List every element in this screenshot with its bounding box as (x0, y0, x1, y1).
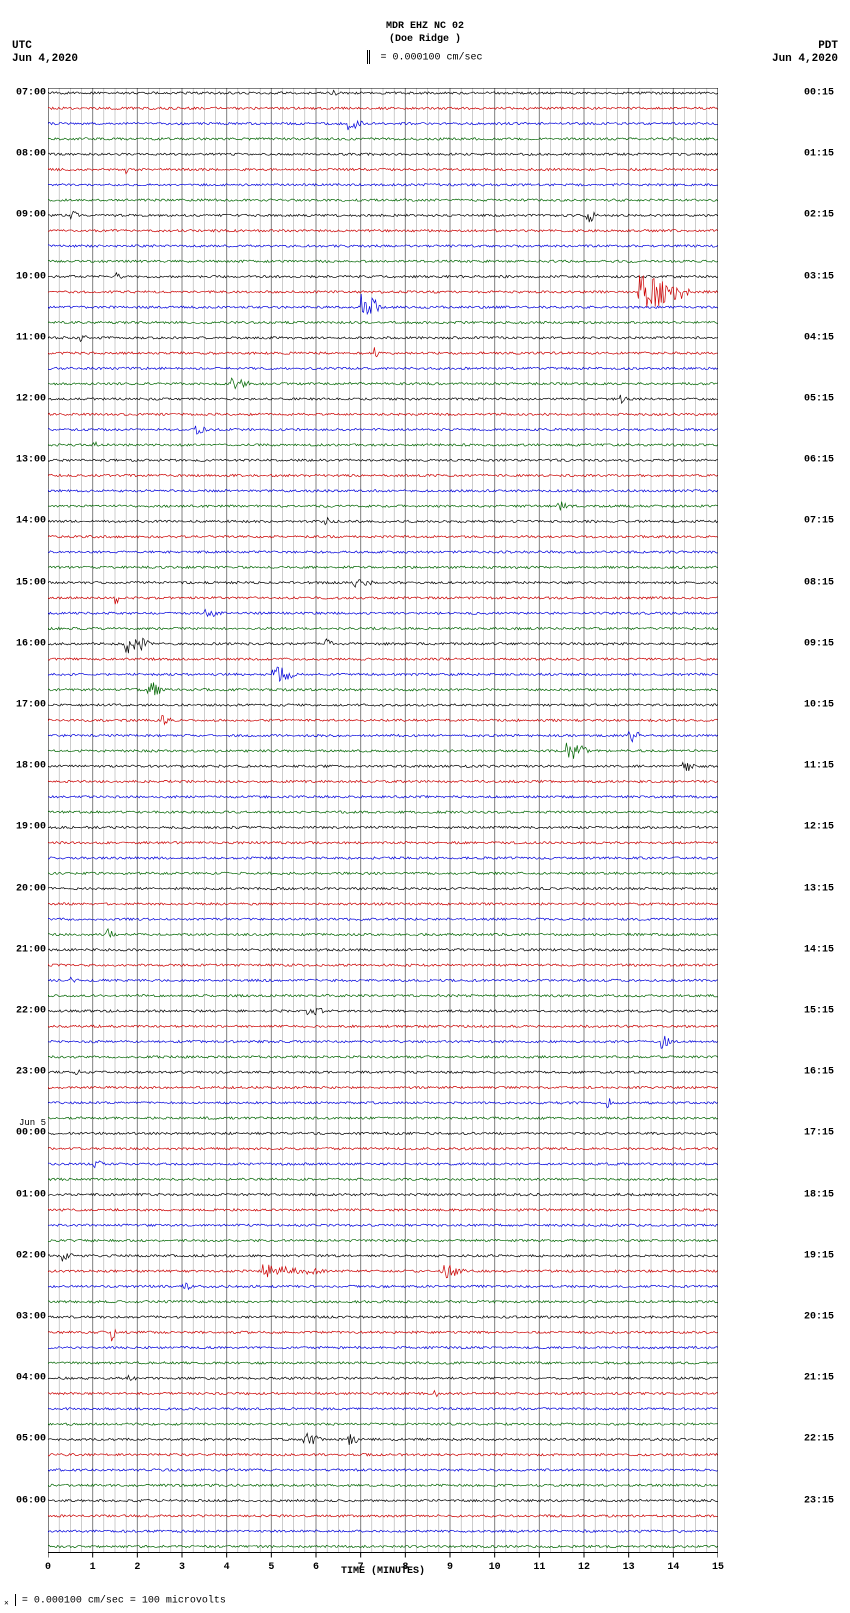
tz-right-block: PDT Jun 4,2020 (772, 40, 838, 66)
x-axis-label: TIME (MINUTES) (48, 1566, 718, 1577)
right-hour-label: 18:15 (804, 1189, 846, 1200)
left-hour-label: 22:00 (4, 1006, 46, 1017)
right-hour-label: 16:15 (804, 1067, 846, 1078)
right-hour-label: 00:15 (804, 88, 846, 99)
right-hour-label: 21:15 (804, 1373, 846, 1384)
left-hour-label: 13:00 (4, 455, 46, 466)
seismogram-page: UTC Jun 4,2020 PDT Jun 4,2020 MDR EHZ NC… (0, 0, 850, 1613)
left-hour-label: 21:00 (4, 944, 46, 955)
date-divider: Jun 5 (4, 1118, 46, 1128)
right-hour-label: 04:15 (804, 332, 846, 343)
right-hour-label: 20:15 (804, 1312, 846, 1323)
left-hour-label: 09:00 (4, 210, 46, 221)
scale-note: = 0.000100 cm/sec (0, 50, 850, 64)
right-hour-label: 11:15 (804, 761, 846, 772)
footer-bar-icon (15, 1594, 16, 1606)
left-hour-label: 14:00 (4, 516, 46, 527)
left-hour-label: 19:00 (4, 822, 46, 833)
left-hour-label: 05:00 (4, 1434, 46, 1445)
left-hour-label: 18:00 (4, 761, 46, 772)
left-hour-label: 02:00 (4, 1250, 46, 1261)
left-hour-label: 20:00 (4, 883, 46, 894)
right-hour-label: 13:15 (804, 883, 846, 894)
right-hour-label: 14:15 (804, 944, 846, 955)
right-hour-label: 10:15 (804, 700, 846, 711)
footer-sub: × (4, 1600, 9, 1609)
tz-left-label: UTC (12, 40, 78, 53)
location-line: (Doe Ridge ) (0, 33, 850, 46)
right-hour-label: 08:15 (804, 577, 846, 588)
footer-text: = 0.000100 cm/sec = 100 microvolts (22, 1596, 226, 1607)
footer-line: × = 0.000100 cm/sec = 100 microvolts (4, 1594, 226, 1609)
right-hour-label: 07:15 (804, 516, 846, 527)
header-block: MDR EHZ NC 02 (Doe Ridge ) = 0.000100 cm… (0, 0, 850, 64)
right-hour-label: 23:15 (804, 1495, 846, 1506)
left-hour-label: 23:00 (4, 1067, 46, 1078)
tz-right-date: Jun 4,2020 (772, 53, 838, 66)
left-hour-label: 15:00 (4, 577, 46, 588)
right-hour-label: 09:15 (804, 638, 846, 649)
left-hour-label: 11:00 (4, 332, 46, 343)
tz-left-date: Jun 4,2020 (12, 53, 78, 66)
right-hour-label: 02:15 (804, 210, 846, 221)
seismogram-svg (48, 88, 718, 1558)
right-hour-label: 15:15 (804, 1006, 846, 1017)
scale-text: = 0.000100 cm/sec (374, 53, 482, 64)
left-hour-label: 07:00 (4, 88, 46, 99)
left-hour-label: 00:00 (4, 1128, 46, 1139)
left-hour-label: 16:00 (4, 638, 46, 649)
left-hour-label: 10:00 (4, 271, 46, 282)
right-hour-label: 06:15 (804, 455, 846, 466)
right-hour-label: 17:15 (804, 1128, 846, 1139)
right-hour-label: 03:15 (804, 271, 846, 282)
right-hour-label: 19:15 (804, 1250, 846, 1261)
left-hour-label: 17:00 (4, 700, 46, 711)
right-hour-label: 22:15 (804, 1434, 846, 1445)
left-hour-label: 03:00 (4, 1312, 46, 1323)
scale-bar-icon (367, 50, 370, 64)
left-hour-label: 06:00 (4, 1495, 46, 1506)
left-hour-label: 01:00 (4, 1189, 46, 1200)
right-hour-label: 12:15 (804, 822, 846, 833)
left-hour-label: 08:00 (4, 149, 46, 160)
tz-right-label: PDT (772, 40, 838, 53)
left-hour-label: 12:00 (4, 394, 46, 405)
right-hour-label: 01:15 (804, 149, 846, 160)
left-hour-label: 04:00 (4, 1373, 46, 1384)
station-line: MDR EHZ NC 02 (0, 20, 850, 33)
right-hour-label: 05:15 (804, 394, 846, 405)
plot-area (48, 88, 718, 1558)
tz-left-block: UTC Jun 4,2020 (12, 40, 78, 66)
